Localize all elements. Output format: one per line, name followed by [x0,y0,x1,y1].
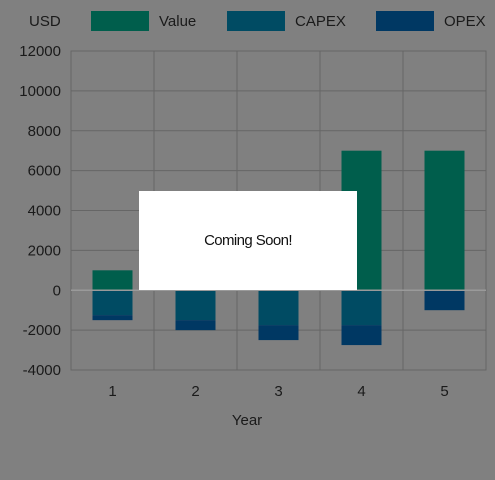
bar-opex-year-2 [175,320,216,331]
x-tick-label: 5 [440,383,448,400]
y-axis-label: USD [29,13,61,30]
legend: Value CAPEX OPEX [91,11,486,31]
bar-value-year-1 [92,270,133,291]
y-tick-label: 10000 [19,83,61,100]
bar-value-year-5 [424,150,465,291]
bar-opex-year-3 [258,325,299,341]
bar-opex-year-5 [424,290,465,311]
legend-swatch-capex [227,11,285,31]
y-axis-ticks: 12000 10000 8000 6000 4000 2000 0 -2000 -4000 [19,43,61,379]
bar-capex-year-1 [92,290,133,316]
bar-capex-year-3 [258,290,299,326]
y-tick-label: 4000 [28,203,61,220]
y-tick-label: -4000 [23,362,61,379]
coming-soon-text: Coming Soon! [204,232,292,249]
bar-opex-year-4 [341,325,382,346]
x-tick-label: 3 [274,383,282,400]
bar-capex-year-2 [175,290,216,321]
coming-soon-overlay: Coming Soon! [139,191,357,290]
legend-swatch-value [91,11,149,31]
legend-label-value: Value [159,13,196,30]
y-tick-label: 12000 [19,43,61,60]
legend-label-opex: OPEX [444,13,486,30]
bar-capex-year-4 [341,290,382,326]
x-tick-label: 2 [191,383,199,400]
y-tick-label: 0 [53,282,61,299]
y-tick-label: 8000 [28,123,61,140]
y-tick-label: 2000 [28,242,61,259]
y-tick-label: -2000 [23,322,61,339]
x-axis-label: Year [232,412,262,429]
x-axis-ticks: 1 2 3 4 5 [108,383,448,400]
x-tick-label: 4 [357,383,365,400]
legend-label-capex: CAPEX [295,13,346,30]
y-tick-label: 6000 [28,163,61,180]
bar-opex-year-1 [92,315,133,321]
legend-swatch-opex [376,11,434,31]
x-tick-label: 1 [108,383,116,400]
